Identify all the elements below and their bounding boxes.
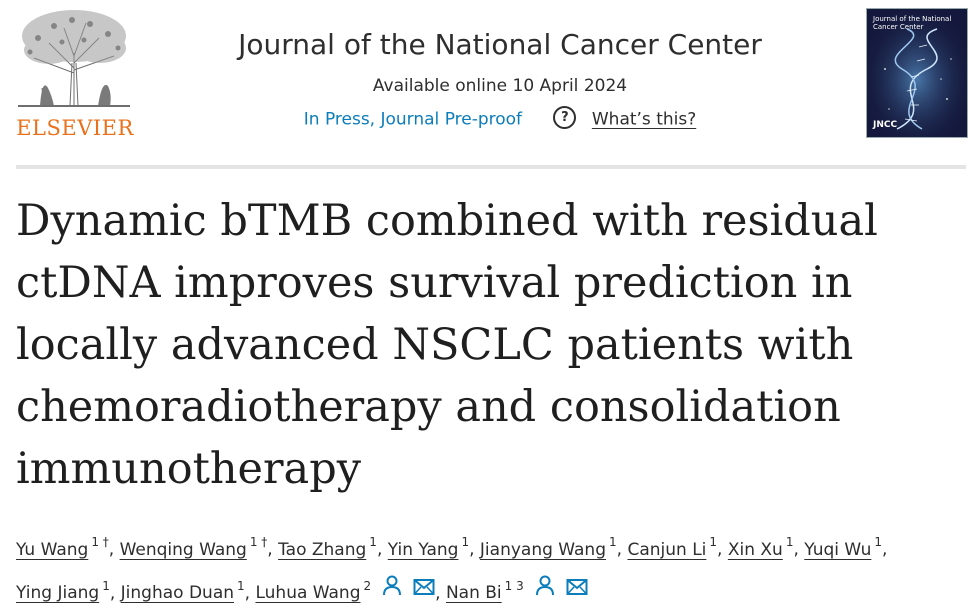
header-divider	[16, 165, 966, 169]
envelope-icon[interactable]	[413, 572, 435, 610]
author-item: Yuqi Wu 1	[804, 535, 882, 560]
author-item: Nan Bi 1 3	[445, 575, 588, 604]
article-header: ELSEVIER Journal of the National Cancer …	[0, 0, 974, 165]
author-link[interactable]: Jianyang Wang	[479, 539, 607, 560]
article-title: Dynamic bTMB combined with residual ctDN…	[16, 196, 878, 494]
person-icon[interactable]	[534, 572, 556, 610]
journal-cover[interactable]: Journal of the National Cancer Center JN…	[866, 8, 968, 138]
author-item: Jinghao Duan 1	[120, 579, 245, 604]
author-item: Wenqing Wang 1 †	[119, 535, 268, 560]
affiliation-marker: 1	[237, 578, 245, 593]
person-icon[interactable]	[381, 572, 403, 610]
affiliation-marker: 1 †	[91, 535, 109, 549]
author-item: Jianyang Wang 1	[479, 535, 617, 560]
affiliation-marker: 1 3	[504, 578, 524, 593]
author-link[interactable]: Yin Yang	[387, 539, 459, 560]
tree-logo-icon	[18, 10, 130, 107]
affiliation-marker: 1	[785, 535, 794, 549]
author-link[interactable]: Nan Bi	[445, 583, 502, 604]
affiliation-marker: 1 †	[249, 535, 268, 549]
author-link[interactable]: Ying Jiang	[16, 583, 100, 604]
author-item: Yu Wang 1 †	[16, 535, 109, 560]
author-link[interactable]: Yu Wang	[16, 539, 89, 560]
author-link[interactable]: Canjun Li	[627, 539, 707, 560]
cover-abbreviation: JNCC	[873, 120, 898, 130]
question-circle-icon[interactable]: ?	[553, 106, 577, 129]
author-link[interactable]: Yuqi Wu	[804, 539, 872, 560]
author-link[interactable]: Wenqing Wang	[119, 539, 247, 560]
author-link[interactable]: Luhua Wang	[255, 583, 361, 604]
cover-journal-title: Journal of the National Cancer Center	[873, 15, 952, 31]
author-item: Canjun Li 1	[627, 535, 717, 560]
affiliation-marker: 1	[102, 578, 110, 593]
in-press-link[interactable]: In Press, Journal Pre-proof	[303, 109, 523, 130]
author-link[interactable]: Tao Zhang	[278, 539, 367, 560]
affiliation-marker: 1	[874, 535, 883, 549]
elsevier-logo[interactable]: ELSEVIER	[14, 8, 134, 140]
dna-helix-cover-art	[867, 9, 967, 137]
affiliation-marker: 1	[609, 535, 617, 549]
author-item: Ying Jiang 1	[16, 579, 110, 604]
affiliation-marker: 1	[461, 535, 470, 549]
affiliation-marker: 2	[363, 578, 372, 593]
affiliation-marker: 1	[369, 535, 377, 549]
author-item: Xin Xu 1	[727, 535, 794, 560]
author-link[interactable]: Xin Xu	[727, 539, 783, 560]
publisher-name: ELSEVIER	[16, 116, 134, 140]
publication-status-row: In Press, Journal Pre-proof ? What’s thi…	[150, 106, 850, 131]
journal-title[interactable]: Journal of the National Cancer Center	[238, 28, 762, 61]
author-list: Yu Wang 1 †, Wenqing Wang 1 †, Tao Zhang 1,…	[16, 525, 966, 612]
author-item: Luhua Wang 2	[255, 575, 435, 604]
whats-this-link[interactable]: What’s this?	[591, 109, 697, 130]
availability-date: Available online 10 April 2024	[372, 76, 628, 96]
envelope-icon[interactable]	[566, 572, 588, 610]
author-item: Yin Yang 1	[387, 535, 469, 560]
affiliation-marker: 1	[709, 535, 718, 549]
author-item: Tao Zhang 1	[278, 535, 377, 560]
author-link[interactable]: Jinghao Duan	[120, 583, 235, 604]
